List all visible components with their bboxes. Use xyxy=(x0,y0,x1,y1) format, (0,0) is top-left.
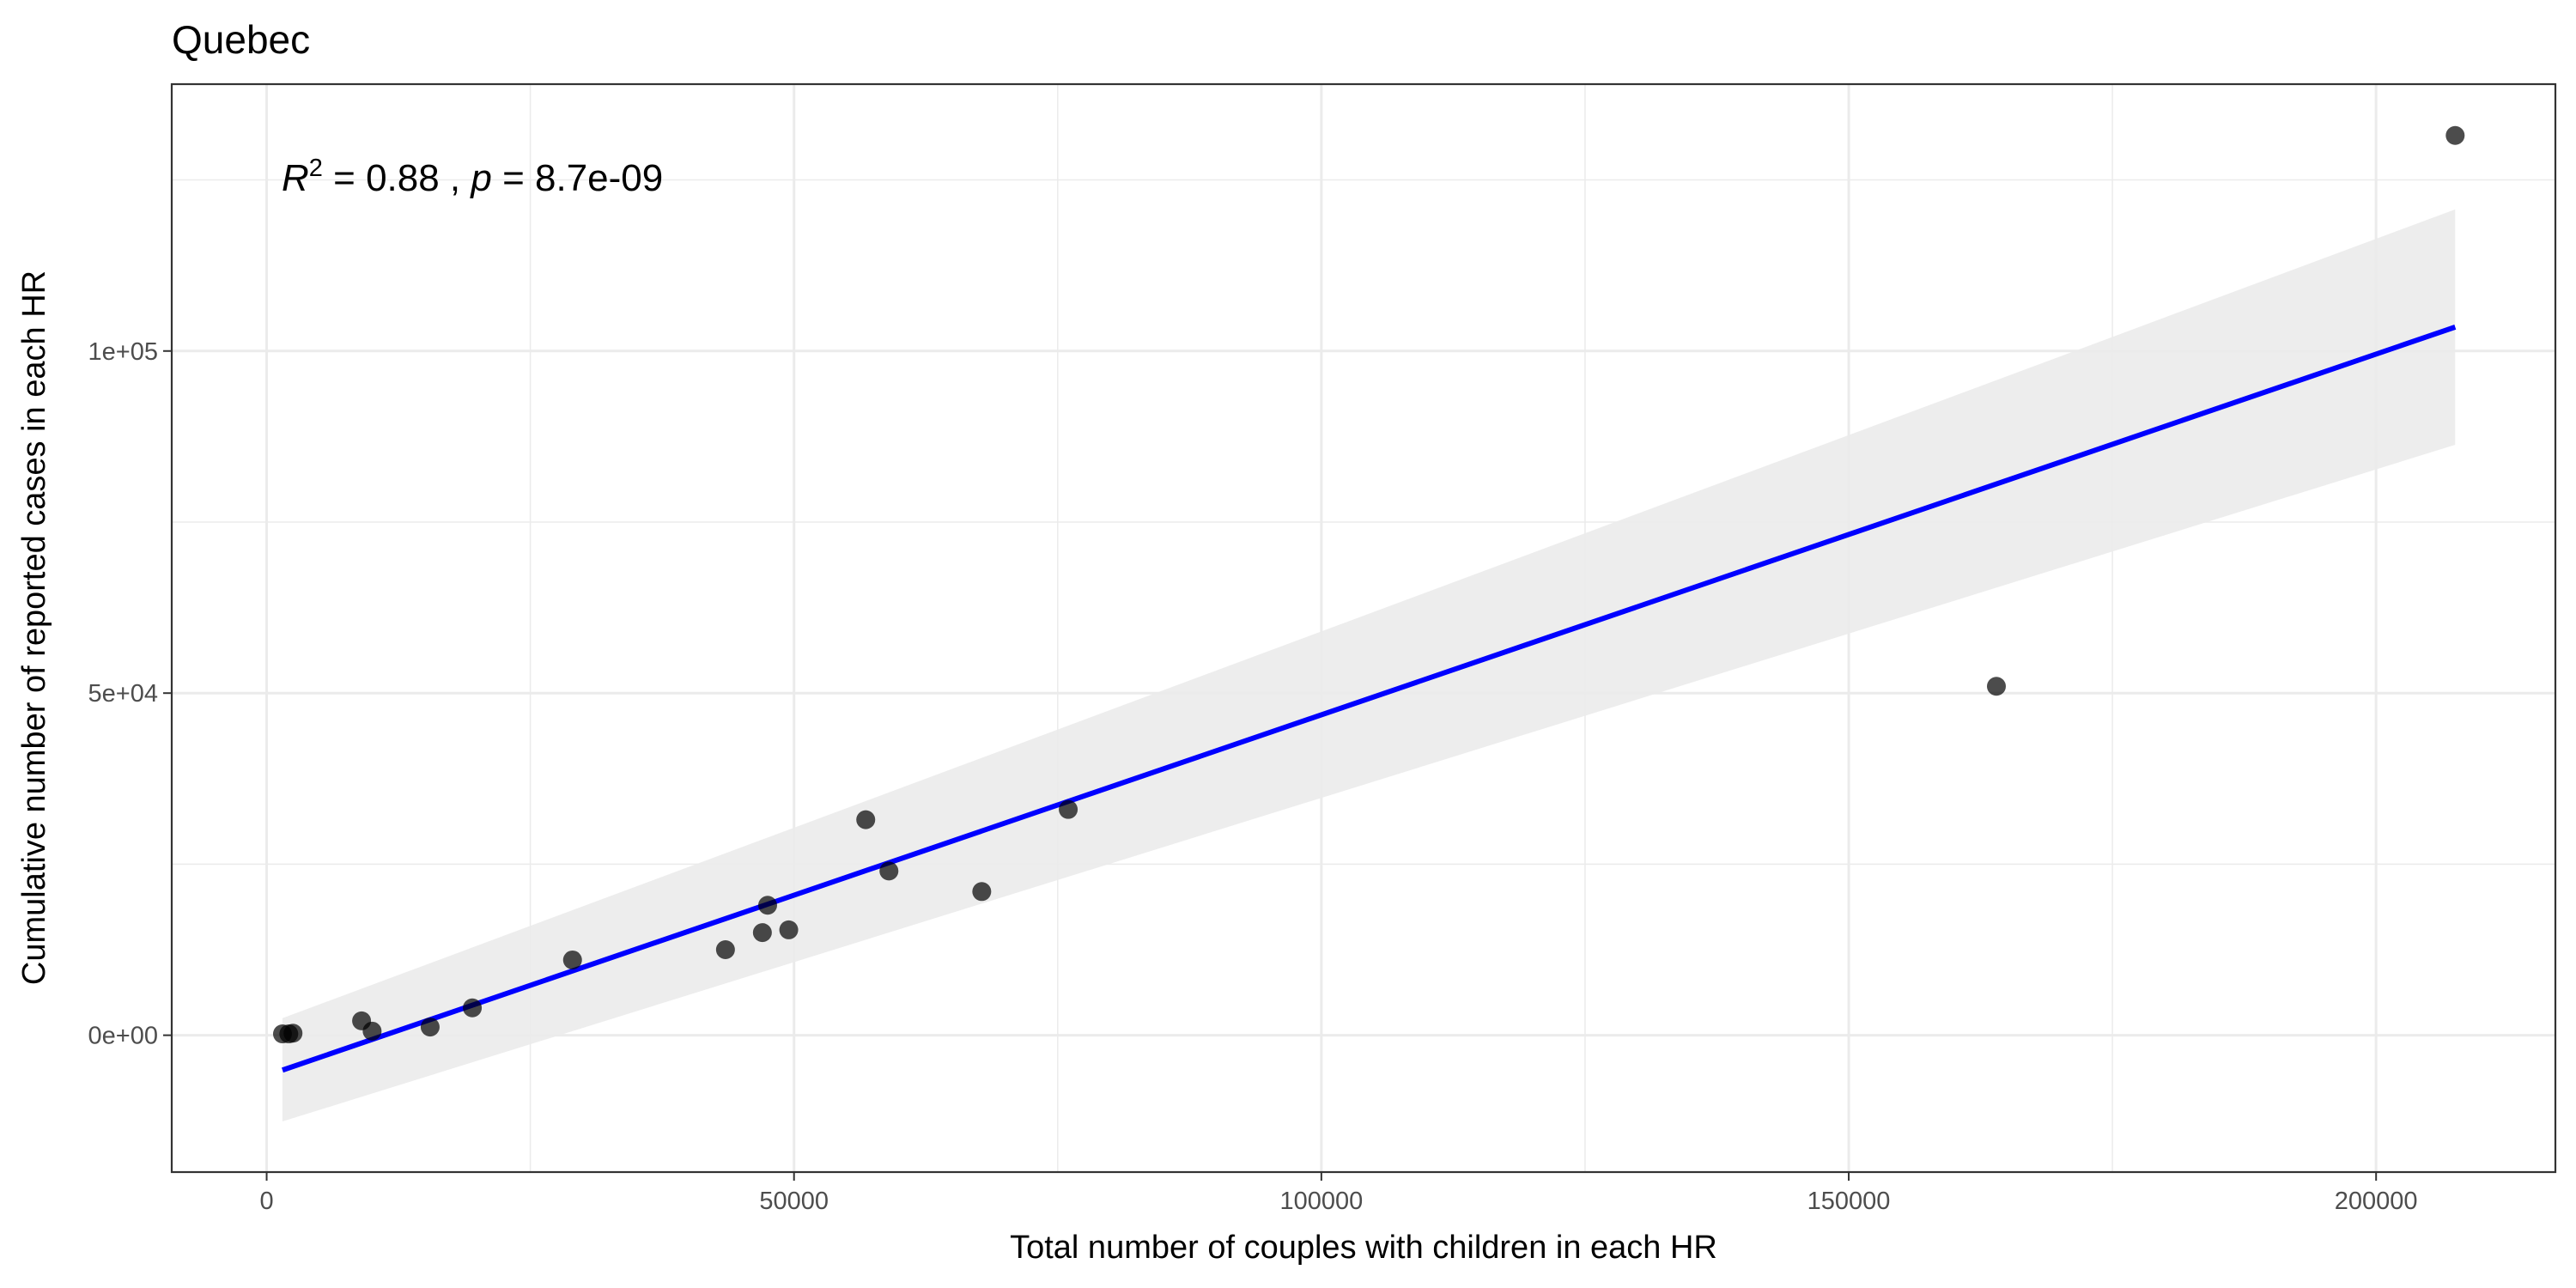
chart-title: Quebec xyxy=(172,17,310,62)
x-axis: 0 50000 100000 150000 200000 xyxy=(259,1172,2418,1215)
y-tick-label: 0e+00 xyxy=(88,1023,158,1050)
x-axis-title: Total number of couples with children in… xyxy=(1010,1230,1717,1266)
data-point xyxy=(420,1018,440,1037)
y-tick-label: 5e+04 xyxy=(88,680,158,708)
data-point xyxy=(1059,799,1078,819)
stats-annotation: R2 = 0.88 , p = 8.7e-09 xyxy=(282,155,663,199)
plot-border xyxy=(170,82,2557,1174)
points-layer xyxy=(272,125,2465,1044)
data-point xyxy=(758,896,777,915)
r-squared-value: = 0.88 , xyxy=(323,157,471,199)
y-tick-label: 1e+05 xyxy=(88,338,158,366)
data-point xyxy=(283,1024,303,1043)
data-point xyxy=(879,861,899,881)
data-point xyxy=(463,998,483,1018)
x-tick-label: 200000 xyxy=(2335,1188,2418,1215)
x-tick-label: 0 xyxy=(259,1188,273,1215)
confidence-band-layer xyxy=(282,209,2456,1122)
data-point xyxy=(562,950,582,969)
data-point xyxy=(362,1021,382,1041)
data-point xyxy=(779,920,799,939)
confidence-band xyxy=(282,209,2456,1122)
data-point xyxy=(856,810,876,829)
fit-line xyxy=(282,325,2457,1073)
p-symbol: p xyxy=(469,157,491,199)
x-tick-label: 150000 xyxy=(1807,1188,1891,1215)
x-tick-label: 100000 xyxy=(1279,1188,1363,1215)
p-value: = 8.7e-09 xyxy=(492,157,663,199)
data-point xyxy=(1986,677,2006,696)
r-squared-exponent: 2 xyxy=(309,155,323,182)
data-point xyxy=(2445,125,2465,145)
fit-line-layer xyxy=(282,325,2457,1073)
y-axis-title: Cumulative number of reported cases in e… xyxy=(16,270,52,985)
x-tick-label: 50000 xyxy=(759,1188,829,1215)
data-point xyxy=(752,923,772,943)
data-point xyxy=(715,940,735,960)
y-axis: 0e+00 5e+04 1e+05 xyxy=(88,338,172,1050)
data-point xyxy=(972,882,992,902)
plot-area xyxy=(170,82,2557,1174)
r-squared-symbol: R xyxy=(282,157,309,199)
